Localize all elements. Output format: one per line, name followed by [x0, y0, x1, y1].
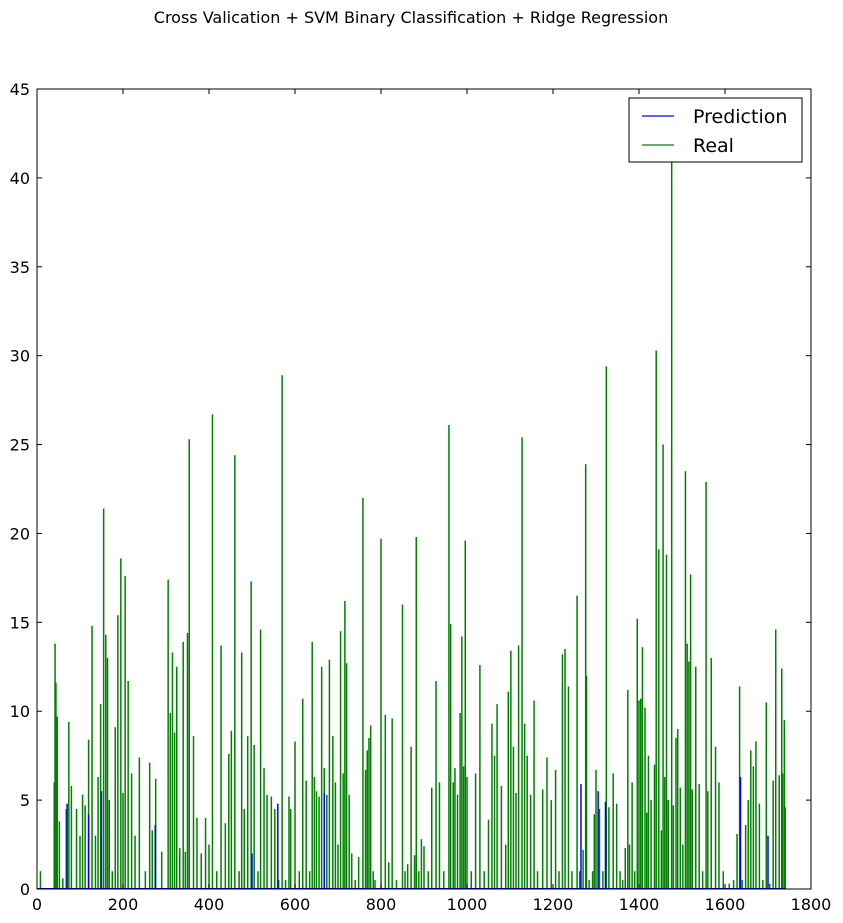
x-tick-label: 200 — [108, 895, 139, 914]
y-tick-label: 10 — [10, 702, 30, 721]
legend: Prediction Real — [628, 97, 803, 163]
y-tick-label: 0 — [20, 880, 30, 899]
y-tick-label: 15 — [10, 613, 30, 632]
x-tick-label: 1400 — [619, 895, 660, 914]
plot-area — [37, 154, 787, 889]
legend-box — [628, 97, 803, 163]
x-tick-label: 1000 — [447, 895, 488, 914]
x-tick-label: 1800 — [791, 895, 832, 914]
x-tick-label: 0 — [32, 895, 42, 914]
y-tick-label: 20 — [10, 524, 30, 543]
legend-label-prediction: Prediction — [693, 106, 787, 128]
y-tick-label: 5 — [20, 791, 30, 810]
x-tick-label: 400 — [194, 895, 225, 914]
x-tick-label: 800 — [366, 895, 397, 914]
x-tick-label: 1200 — [533, 895, 574, 914]
x-tick-label: 600 — [280, 895, 311, 914]
chart-title: Cross Valication + SVM Binary Classifica… — [154, 8, 668, 27]
plot-frame — [36, 88, 812, 890]
legend-label-real: Real — [693, 135, 734, 157]
y-tick-label: 30 — [10, 347, 30, 366]
y-tick-label: 35 — [10, 258, 30, 277]
x-tick-label: 1600 — [705, 895, 746, 914]
y-tick-label: 25 — [10, 436, 30, 455]
y-tick-label: 40 — [10, 169, 30, 188]
axes: 0 200 400 600 800 1000 1200 1400 1600 1800 0 5 10 15 2… — [10, 80, 832, 914]
y-tick-label: 45 — [10, 80, 30, 99]
